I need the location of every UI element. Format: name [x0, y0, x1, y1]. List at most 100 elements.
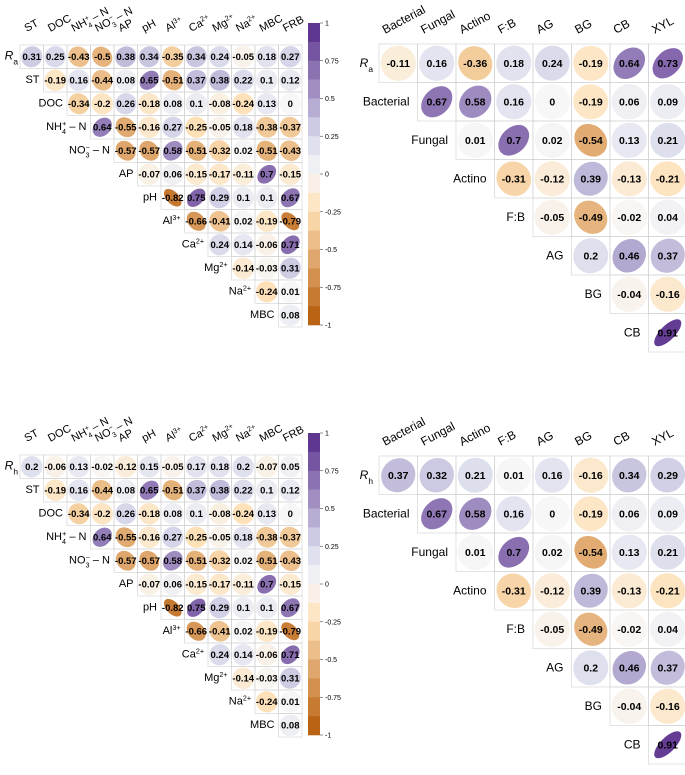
corr-value: -0.55: [115, 533, 137, 544]
row-label: Al3+: [163, 214, 181, 227]
colorbar-step: [308, 287, 320, 306]
corr-value: 0.1: [260, 76, 274, 87]
corr-value: -0.15: [279, 580, 301, 591]
corr-value: 0.26: [117, 99, 136, 110]
corr-value: 0.31: [23, 52, 42, 63]
col-header: pH: [140, 17, 158, 34]
corr-value: 0.08: [281, 311, 300, 322]
corr-value: -0.13: [617, 174, 641, 186]
corr-value: 0.08: [164, 99, 183, 110]
corr-value: -0.38: [256, 123, 278, 134]
row-label: Actino: [453, 584, 487, 598]
corr-value: 0.46: [619, 663, 640, 675]
corr-value: 0.06: [619, 509, 640, 521]
colorbar-step: [308, 250, 320, 269]
colorbar-step: [308, 565, 320, 584]
corr-value: 0.39: [581, 174, 602, 186]
corr-value: 0.1: [237, 193, 251, 204]
col-header: BG: [572, 16, 594, 37]
colorbar-step: [308, 546, 320, 565]
corr-value: -0.05: [209, 123, 231, 134]
corr-value: -0.16: [656, 701, 680, 713]
corr-value: 0.65: [140, 486, 159, 497]
corr-value: 0: [288, 509, 293, 520]
row-label: MBC: [250, 309, 275, 321]
corr-value: -0.12: [115, 462, 137, 473]
corr-value: -0.32: [209, 556, 231, 567]
corr-value: 0.13: [619, 135, 640, 147]
row-label: Actino: [453, 172, 487, 186]
corr-value: -0.49: [579, 212, 603, 224]
corr-value: 0.24: [211, 650, 230, 661]
colorbar-step: [308, 61, 320, 80]
colorbar-step: [308, 42, 320, 61]
colorbar-tick-label: -0.25: [325, 619, 341, 626]
row-label: Al3+: [163, 624, 181, 637]
colorbar: 10.750.50.250-0.25-0.5-0.75-1: [308, 431, 341, 740]
colorbar-step: [308, 452, 320, 471]
corr-value: -0.25: [185, 123, 207, 134]
corr-value: -0.02: [617, 212, 641, 224]
corr-value: -0.49: [579, 624, 603, 636]
corr-value: -0.19: [579, 509, 603, 521]
corr-value: 0.7: [260, 580, 273, 591]
corr-value: 0.75: [187, 193, 206, 204]
corr-value: 0.02: [234, 627, 253, 638]
col-header: CB: [611, 428, 632, 448]
corr-value: 0.21: [658, 547, 679, 559]
corr-value: 0.37: [187, 76, 206, 87]
corr-value: 0.2: [583, 251, 598, 263]
corr-value: -0.18: [138, 99, 160, 110]
corr-value: -0.12: [540, 586, 564, 598]
colorbar-tick-label: 1: [325, 431, 329, 438]
corr-value: 0.24: [211, 52, 230, 63]
corr-value: 0.38: [117, 52, 136, 63]
corr-value: 0.06: [164, 580, 183, 591]
colorbar-step: [308, 231, 320, 250]
corr-value: 0.65: [140, 76, 159, 87]
colorbar-step: [308, 117, 320, 136]
corr-value: -0.24: [256, 697, 278, 708]
colorbar-tick-label: 0.5: [325, 506, 335, 513]
corr-value: -0.82: [162, 603, 184, 614]
corr-value: -0.04: [617, 701, 641, 713]
corr-value: 0.13: [70, 462, 89, 473]
col-header: Ca2+: [187, 13, 213, 35]
row-label: AG: [546, 249, 563, 263]
label-sup: 2+: [196, 648, 204, 656]
row-label: Ca2+: [182, 238, 204, 251]
corr-value: 0.18: [211, 462, 230, 473]
corr-value: 0.24: [211, 240, 230, 251]
corr-value: 0.02: [542, 547, 563, 559]
col-header: ST: [23, 17, 41, 34]
colorbar-step: [308, 174, 320, 193]
corr-value: -0.51: [185, 146, 207, 157]
corr-value: 0.16: [70, 76, 89, 87]
corr-value: 0: [288, 99, 293, 110]
label-base: Mg: [204, 672, 219, 684]
row-label: NH4+ – N: [46, 120, 86, 136]
row-label: NO3− – N: [69, 144, 110, 160]
corr-value: -0.13: [617, 586, 641, 598]
col-header: Ca2+: [187, 423, 213, 445]
col-header: BG: [572, 428, 594, 449]
corr-value: -0.57: [115, 146, 137, 157]
colorbar-tick-label: 1: [325, 21, 329, 28]
col-header: F:B: [495, 428, 518, 449]
corr-value: 0.12: [281, 486, 300, 497]
corr-value: -0.24: [232, 99, 254, 110]
row-label: DOC: [39, 98, 64, 110]
corr-value: -0.21: [656, 586, 680, 598]
corr-value: -0.36: [463, 58, 487, 70]
corr-value: 0.1: [260, 193, 274, 204]
corr-value: 0.21: [658, 135, 679, 147]
corr-value: -0.06: [44, 462, 66, 473]
corr-value: -0.57: [138, 146, 160, 157]
colorbar-tick-label: -0.75: [325, 695, 341, 702]
corr-value: -0.79: [279, 217, 301, 228]
colorbar-step: [308, 471, 320, 490]
corr-value: 0.2: [25, 462, 38, 473]
row-label: Fungal: [411, 133, 448, 147]
corr-value: 0.16: [427, 58, 448, 70]
